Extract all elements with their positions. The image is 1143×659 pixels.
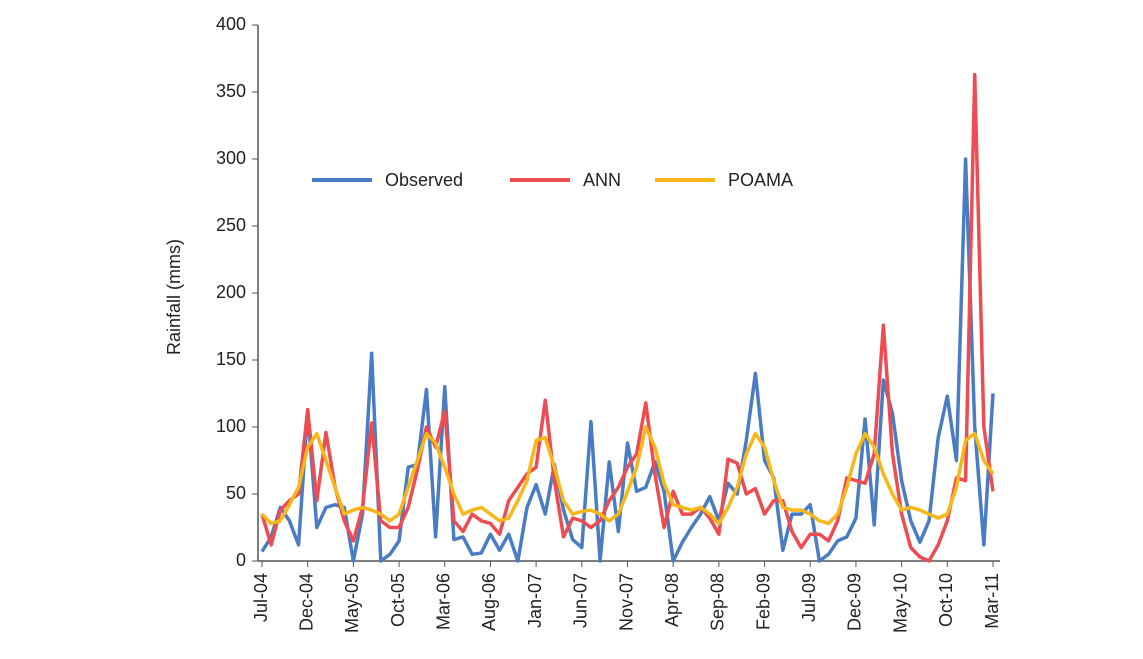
x-tick-label: Mar-11 bbox=[982, 573, 1002, 629]
y-tick-label: 350 bbox=[216, 81, 246, 101]
x-tick-label: Dec-04 bbox=[296, 573, 316, 631]
x-tick-label: May-05 bbox=[342, 573, 362, 633]
x-tick-label: Jan-07 bbox=[525, 573, 545, 628]
y-tick-label: 250 bbox=[216, 215, 246, 235]
y-tick-label: 100 bbox=[216, 416, 246, 436]
legend-label: POAMA bbox=[728, 170, 793, 190]
legend-label: Observed bbox=[385, 170, 463, 190]
x-tick-label: Dec-09 bbox=[845, 573, 865, 631]
legend-label: ANN bbox=[583, 170, 621, 190]
y-tick-label: 150 bbox=[216, 349, 246, 369]
x-tick-label: Aug-06 bbox=[479, 573, 499, 631]
series-line bbox=[260, 157, 995, 563]
y-tick-label: 300 bbox=[216, 148, 246, 168]
x-tick-label: Jul-04 bbox=[251, 573, 271, 622]
y-tick-label: 400 bbox=[216, 14, 246, 34]
series-line bbox=[260, 72, 995, 563]
y-tick-label: 50 bbox=[226, 483, 246, 503]
x-tick-label: Jul-09 bbox=[799, 573, 819, 622]
y-tick-label: 0 bbox=[236, 550, 246, 570]
x-tick-label: May-10 bbox=[890, 573, 910, 633]
y-tick-label: 200 bbox=[216, 282, 246, 302]
x-tick-label: Nov-07 bbox=[616, 573, 636, 631]
x-tick-label: Jun-07 bbox=[571, 573, 591, 628]
x-tick-label: Mar-06 bbox=[434, 573, 454, 630]
x-tick-label: Oct-05 bbox=[388, 573, 408, 627]
x-tick-label: Feb-09 bbox=[753, 573, 773, 630]
x-tick-label: Oct-10 bbox=[936, 573, 956, 627]
y-axis-label: Rainfall (mms) bbox=[164, 239, 184, 355]
x-tick-label: Apr-08 bbox=[662, 573, 682, 627]
x-tick-label: Sep-08 bbox=[708, 573, 728, 631]
series-line bbox=[260, 425, 995, 526]
